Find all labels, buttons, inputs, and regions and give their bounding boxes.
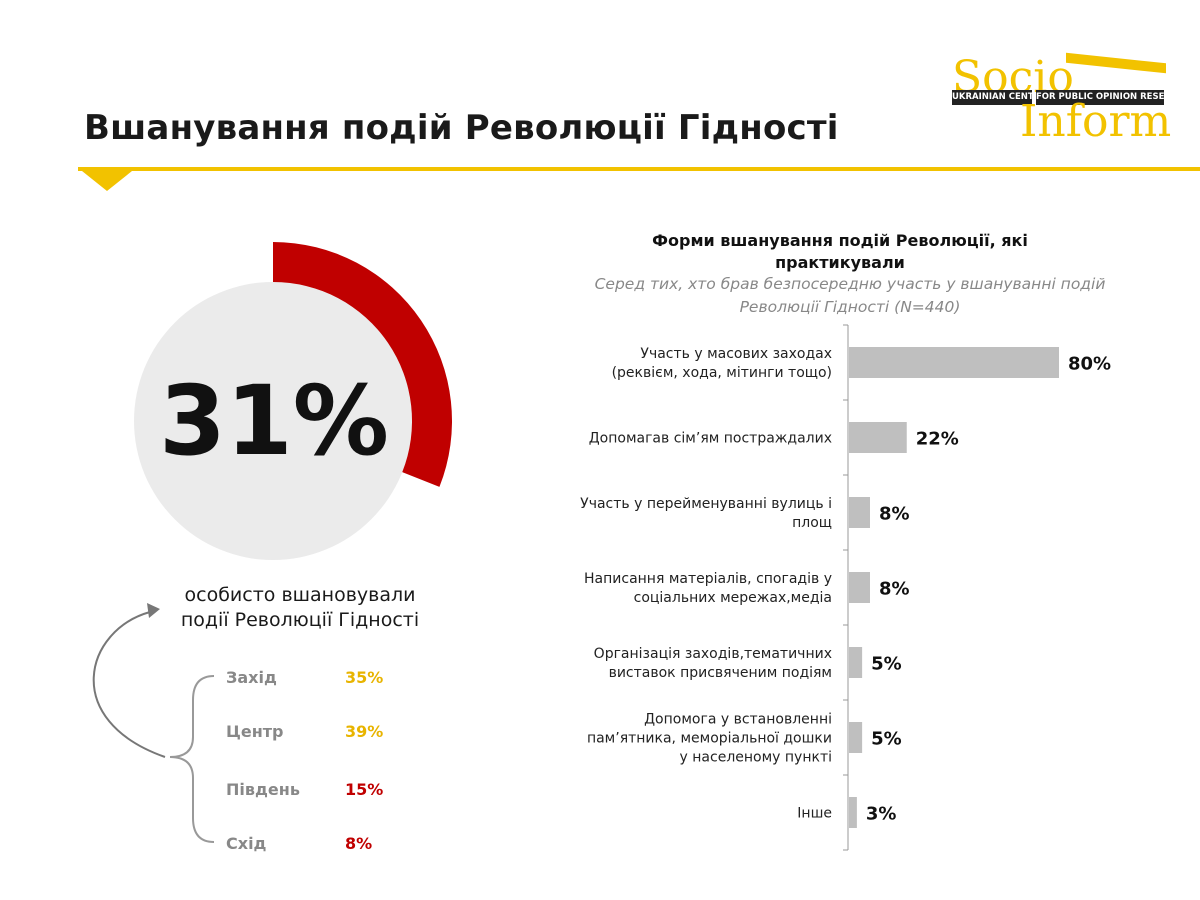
region-value-center: 39% [345, 722, 384, 741]
bar [849, 647, 863, 678]
category-label-line: Організація заходів,тематичних [594, 646, 832, 662]
donut-percent-arc [273, 242, 452, 487]
region-name-south: Південь [226, 780, 300, 799]
chart-subtitle: Серед тих, хто брав безпосередню участь … [594, 275, 1106, 316]
logo-band-right: FOR PUBLIC OPINION RESEARCH [1036, 90, 1191, 105]
chart-title: Форми вшанування подій Революції, які пр… [652, 231, 1028, 272]
region-name-west: Захід [226, 668, 277, 687]
region-value-east: 8% [345, 834, 373, 853]
bar-value-label: 22% [916, 429, 959, 450]
bar-value-label: 8% [879, 504, 910, 525]
region-name-east: Схід [226, 834, 267, 853]
category-label: Допомагав сім’ям постраждалих [589, 431, 832, 447]
category-label-line: Допомога у встановленні [644, 712, 832, 728]
bar-value-label: 8% [879, 579, 910, 600]
bar-value-label: 5% [871, 654, 902, 675]
bar [849, 347, 1059, 378]
category-label-line: площ [792, 515, 832, 531]
caption-line-1: особисто вшановували [184, 584, 416, 606]
category-label-line: виставок присвяченим подіям [609, 665, 832, 681]
region-brace [169, 675, 215, 843]
bar [849, 572, 870, 603]
category-label-line: Участь у масових заходах [640, 346, 832, 362]
category-label-line: Написання матеріалів, спогадів у [584, 571, 832, 587]
category-label-line: (реквієм, хода, мітинги тощо) [612, 365, 832, 381]
category-label: Допомога у встановленні пам’ятника, мемор… [587, 712, 832, 766]
bar-value-label: 3% [866, 804, 897, 825]
bar-value-label: 80% [1068, 354, 1111, 375]
title-notch-marker [82, 171, 132, 191]
bar [849, 722, 863, 753]
arrow-head-icon [147, 603, 160, 618]
category-label-line: Участь у перейменуванні вулиць і [580, 496, 832, 512]
logo-band-left: UKRAINIAN CENTER [952, 90, 1046, 105]
category-label-line: Інше [797, 806, 832, 822]
category-label-line: пам’ятника, меморіальної дошки [587, 731, 832, 747]
region-value-west: 35% [345, 668, 384, 687]
region-name-center: Центр [226, 722, 284, 741]
overall-caption: особисто вшановували події Революції Гід… [150, 583, 450, 633]
socio-inform-logo: Socio UKRAINIAN CENTER FOR PUBLIC OPINIO… [948, 52, 1191, 147]
percent-donut [134, 242, 452, 560]
page-title: Вшанування подій Революції Гідності [84, 108, 839, 148]
category-label: Участь у перейменуванні вулиць і площ [580, 496, 832, 531]
curved-arrow [92, 611, 166, 758]
caption-line-2: події Революції Гідності [180, 609, 420, 631]
bar [849, 422, 907, 453]
title-underline [78, 167, 1200, 171]
bar-value-label: 5% [871, 729, 902, 750]
logo-bottom-text: Inform [1020, 96, 1172, 147]
bar [849, 797, 857, 828]
region-value-south: 15% [345, 780, 384, 799]
category-label-line: соціальних мережах,медіа [634, 590, 832, 606]
category-label-line: Допомагав сім’ям постраждалих [589, 431, 832, 447]
category-label: Інше [797, 806, 832, 822]
category-label: Участь у масових заходах (реквієм, хода, … [612, 346, 832, 381]
overall-percent: 31% [159, 365, 389, 477]
category-label: Організація заходів,тематичних виставок п… [594, 646, 832, 681]
bar [849, 497, 870, 528]
category-label-line: у населеному пункті [680, 750, 832, 766]
category-label: Написання матеріалів, спогадів у соціальн… [584, 571, 832, 606]
donut-center-disc [134, 282, 412, 560]
